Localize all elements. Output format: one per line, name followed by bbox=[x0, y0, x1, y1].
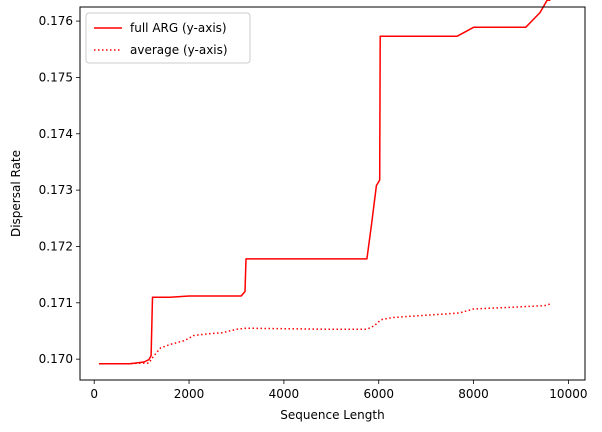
legend: full ARG (y-axis) average (y-axis) bbox=[85, 12, 251, 64]
x-tick-label: 10000 bbox=[549, 387, 587, 401]
legend-label-full-arg: full ARG (y-axis) bbox=[130, 21, 227, 35]
x-axis-label: Sequence Length bbox=[280, 408, 384, 422]
x-tick-label: 8000 bbox=[458, 387, 489, 401]
plot-frame bbox=[79, 6, 586, 381]
series-full-arg-line bbox=[99, 0, 551, 365]
x-tick-label: 0 bbox=[90, 387, 98, 401]
x-tick-label: 2000 bbox=[174, 387, 205, 401]
x-tick-label: 4000 bbox=[269, 387, 300, 401]
plot-layer bbox=[99, 0, 551, 365]
y-tick-label: 0.176 bbox=[39, 14, 73, 28]
y-axis-ticks: 0.170 0.171 0.172 0.173 0.174 0.175 0.176 bbox=[39, 14, 80, 366]
y-tick-label: 0.173 bbox=[39, 183, 73, 197]
y-tick-label: 0.171 bbox=[39, 296, 73, 310]
y-tick-label: 0.170 bbox=[39, 352, 73, 366]
y-axis-label: Dispersal Rate bbox=[9, 150, 23, 237]
legend-label-average: average (y-axis) bbox=[130, 43, 228, 57]
y-tick-label: 0.175 bbox=[39, 70, 73, 84]
x-axis-ticks: 0 2000 4000 6000 8000 10000 bbox=[90, 380, 587, 401]
series-average-line bbox=[99, 303, 551, 365]
legend-box bbox=[85, 12, 251, 64]
x-tick-label: 6000 bbox=[363, 387, 394, 401]
y-tick-label: 0.174 bbox=[39, 127, 73, 141]
y-tick-label: 0.172 bbox=[39, 239, 73, 253]
